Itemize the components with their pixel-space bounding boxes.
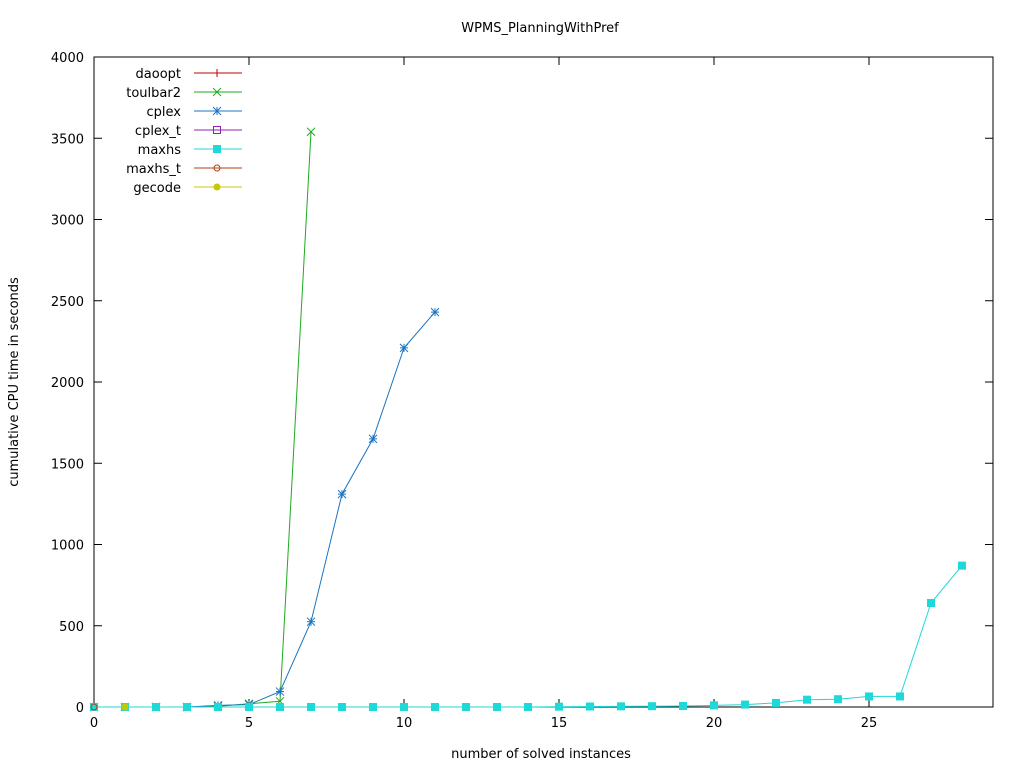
y-tick-label: 2500 bbox=[51, 295, 84, 310]
legend-item-cplex_t: cplex_t bbox=[135, 124, 242, 139]
data-point-maxhs bbox=[555, 702, 563, 711]
data-point-maxhs bbox=[152, 703, 160, 711]
series-maxhs bbox=[90, 561, 966, 711]
legend-marker bbox=[213, 183, 221, 191]
series-line-toulbar2 bbox=[94, 131, 312, 708]
series-line-cplex bbox=[156, 311, 436, 708]
legend-marker bbox=[213, 126, 221, 134]
y-tick-label: 3500 bbox=[51, 132, 84, 147]
data-point-maxhs bbox=[834, 695, 842, 704]
y-axis: 0 500 1000 1500 2000 2500 3000 3500 4000 bbox=[51, 51, 993, 716]
x-tick-label: 5 bbox=[245, 716, 253, 731]
data-point-maxhs bbox=[710, 701, 718, 710]
y-tick-label: 500 bbox=[59, 620, 84, 635]
legend-label: cplex bbox=[147, 105, 182, 120]
legend-item-toulbar2: toulbar2 bbox=[126, 86, 242, 101]
data-point-cplex bbox=[368, 434, 378, 444]
data-point-maxhs bbox=[927, 599, 935, 607]
legend-item-maxhs: maxhs bbox=[138, 143, 242, 158]
legend-label: toulbar2 bbox=[126, 86, 181, 101]
chart-title: WPMS_PlanningWithPref bbox=[461, 21, 619, 36]
data-point-maxhs bbox=[524, 703, 532, 711]
data-point-maxhs bbox=[462, 703, 470, 711]
data-point-maxhs bbox=[307, 703, 315, 711]
series-line-maxhs bbox=[94, 565, 963, 708]
legend-marker bbox=[213, 145, 221, 153]
data-point-maxhs bbox=[493, 703, 501, 711]
x-axis-title: number of solved instances bbox=[451, 747, 631, 762]
data-point-cplex bbox=[399, 343, 409, 353]
legend-marker bbox=[212, 87, 222, 97]
y-tick-label: 4000 bbox=[51, 51, 84, 66]
data-point-toulbar2 bbox=[306, 127, 316, 137]
x-tick-label: 15 bbox=[551, 716, 568, 731]
data-point-maxhs bbox=[617, 702, 625, 711]
legend-label: maxhs bbox=[138, 143, 182, 158]
data-point-maxhs bbox=[431, 703, 439, 711]
data-point-maxhs bbox=[896, 692, 904, 701]
y-tick-label: 3000 bbox=[51, 214, 84, 229]
legend-label: cplex_t bbox=[135, 124, 181, 139]
data-point-maxhs bbox=[245, 703, 253, 711]
x-tick-label: 10 bbox=[396, 716, 413, 731]
data-point-gecode bbox=[121, 703, 129, 711]
series-maxhs_t bbox=[90, 703, 98, 711]
x-tick-label: 20 bbox=[706, 716, 723, 731]
data-point-maxhs bbox=[369, 703, 377, 711]
data-point-cplex bbox=[430, 307, 440, 317]
data-point-maxhs bbox=[741, 700, 749, 709]
data-point-maxhs bbox=[958, 561, 966, 570]
data-point-cplex bbox=[337, 489, 347, 499]
y-tick-label: 2000 bbox=[51, 376, 84, 391]
x-axis: 0 5 10 15 20 25 bbox=[90, 57, 877, 731]
x-tick-label: 25 bbox=[861, 716, 878, 731]
legend-marker bbox=[212, 106, 222, 116]
data-point-maxhs bbox=[803, 695, 811, 704]
data-point-maxhs_t bbox=[90, 703, 98, 711]
legend-label: gecode bbox=[133, 181, 181, 196]
legend-label: maxhs_t bbox=[126, 162, 181, 177]
series-gecode bbox=[121, 703, 129, 711]
plot-frame bbox=[93, 56, 994, 708]
data-point-maxhs bbox=[865, 692, 873, 701]
series-cplex bbox=[151, 307, 440, 712]
data-point-maxhs bbox=[679, 702, 687, 711]
y-tick-label: 1000 bbox=[51, 539, 84, 554]
data-point-cplex bbox=[275, 687, 285, 696]
y-tick-label: 0 bbox=[76, 701, 84, 716]
data-point-maxhs bbox=[648, 702, 656, 711]
data-point-maxhs bbox=[400, 703, 408, 711]
data-point-maxhs bbox=[772, 698, 780, 707]
legend-item-daoopt: daoopt bbox=[136, 67, 242, 82]
y-axis-title: cumulative CPU time in seconds bbox=[7, 277, 22, 487]
data-point-maxhs bbox=[586, 702, 594, 711]
x-tick-label: 0 bbox=[90, 716, 98, 731]
data-point-maxhs bbox=[276, 703, 284, 711]
legend-item-gecode: gecode bbox=[133, 181, 242, 196]
legend-item-maxhs_t: maxhs_t bbox=[126, 162, 242, 177]
data-point-maxhs bbox=[214, 703, 222, 711]
data-point-maxhs bbox=[338, 703, 346, 711]
legend-item-cplex: cplex bbox=[147, 105, 242, 120]
data-point-cplex bbox=[306, 617, 316, 627]
legend-label: daoopt bbox=[136, 67, 181, 82]
series-toulbar2 bbox=[89, 127, 316, 712]
legend-marker bbox=[213, 69, 221, 77]
legend-marker bbox=[213, 164, 221, 172]
series-layer bbox=[89, 127, 966, 712]
y-tick-label: 1500 bbox=[51, 457, 84, 472]
data-point-maxhs bbox=[183, 703, 191, 711]
